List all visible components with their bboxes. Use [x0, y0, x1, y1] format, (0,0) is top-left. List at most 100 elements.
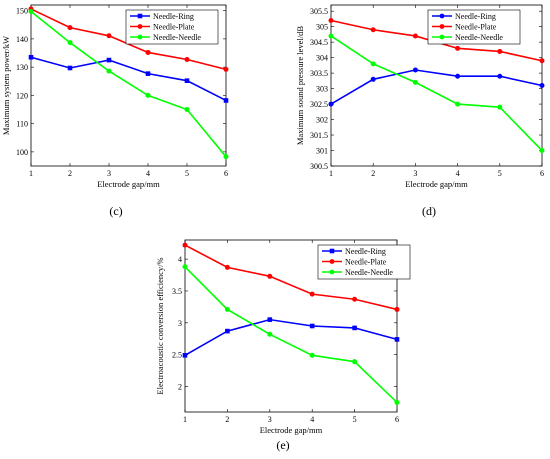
- data-point: [182, 242, 188, 248]
- x-tick-label: 6: [540, 169, 544, 178]
- x-axis-label: Electrode gap/mm: [260, 425, 323, 435]
- data-point: [370, 76, 376, 82]
- data-point: [455, 73, 461, 79]
- y-tick-label: 301.5: [310, 131, 328, 140]
- legend-label: Needle-Ring: [153, 12, 194, 21]
- data-point: [224, 264, 230, 270]
- y-axis-label: Maximum system power/kW: [1, 36, 11, 135]
- y-tick-label: 150: [16, 7, 28, 16]
- series-needle-plate: [182, 242, 400, 312]
- data-point: [412, 79, 418, 85]
- x-tick-label: 3: [107, 169, 111, 178]
- data-point: [145, 92, 151, 98]
- x-tick-label: 2: [68, 169, 72, 178]
- legend-marker: [439, 34, 445, 40]
- plot-frame: [30, 4, 227, 167]
- y-tick-label: 3: [178, 319, 182, 328]
- data-point: [106, 57, 112, 63]
- data-point: [412, 67, 418, 73]
- legend-label: Needle-Needle: [153, 33, 201, 42]
- data-point: [412, 33, 418, 39]
- data-point: [539, 58, 545, 64]
- data-point: [182, 264, 188, 270]
- y-tick-label: 300.5: [310, 162, 328, 171]
- data-point: [370, 27, 376, 33]
- data-point: [225, 328, 230, 334]
- data-point: [184, 57, 190, 63]
- legend-label: Needle-Ring: [455, 12, 496, 21]
- y-tick-label: 100: [16, 148, 28, 157]
- data-point: [352, 359, 358, 365]
- data-point: [106, 33, 112, 39]
- data-point: [497, 48, 503, 54]
- x-tick-label: 3: [268, 415, 272, 424]
- data-point: [394, 337, 400, 342]
- series-needle-ring: [328, 67, 545, 107]
- series-line: [330, 69, 543, 105]
- legend-label: Needle-Plate: [455, 23, 497, 32]
- y-tick-label: 305.5: [310, 7, 328, 16]
- data-point: [497, 73, 503, 79]
- x-tick-label: 6: [224, 169, 228, 178]
- data-point: [455, 101, 461, 107]
- data-point: [352, 296, 358, 302]
- x-axis-label: Electrode gap/mm: [97, 179, 160, 189]
- data-point: [224, 306, 230, 312]
- x-tick-label: 2: [225, 415, 229, 424]
- data-point: [309, 352, 315, 358]
- x-tick-label: 4: [310, 415, 314, 424]
- data-point: [106, 68, 112, 74]
- data-point: [267, 273, 273, 279]
- panel-caption: (c): [109, 204, 122, 218]
- x-axis-label: Electrode gap/mm: [405, 179, 468, 189]
- y-tick-label: 304.5: [310, 38, 328, 47]
- data-point: [184, 107, 190, 113]
- data-point: [28, 8, 34, 14]
- series-needle-ring: [182, 317, 400, 358]
- data-point: [184, 78, 190, 83]
- series-line: [184, 266, 398, 404]
- y-tick-label: 3.5: [172, 287, 182, 296]
- y-tick-label: 120: [16, 91, 28, 100]
- x-tick-label: 1: [29, 169, 33, 178]
- data-point: [309, 291, 315, 297]
- x-tick-label: 5: [185, 169, 189, 178]
- data-point: [370, 61, 376, 67]
- data-point: [145, 49, 151, 55]
- data-point: [67, 25, 73, 31]
- legend-label: Needle-Needle: [455, 33, 503, 42]
- y-tick-label: 302: [316, 116, 328, 125]
- x-tick-label: 1: [183, 415, 187, 424]
- x-tick-label: 5: [498, 169, 502, 178]
- data-point: [394, 399, 400, 405]
- data-point: [267, 317, 273, 322]
- y-tick-label: 302.5: [310, 100, 328, 109]
- plot-frame: [184, 239, 398, 413]
- legend-label: Needle-Plate: [153, 23, 195, 32]
- y-axis-label: Maximum sound pressure level/dB: [295, 26, 305, 146]
- series-line: [184, 318, 398, 356]
- legend-marker: [329, 269, 335, 275]
- data-point: [67, 40, 73, 46]
- legend-label: Needle-Plate: [345, 258, 387, 267]
- series-needle-needle: [182, 264, 400, 405]
- data-point: [497, 104, 503, 110]
- y-axis-label: Electroacoustic conversion efficiency/%: [155, 257, 165, 394]
- y-tick-label: 301: [316, 147, 328, 156]
- legend-marker: [329, 259, 335, 264]
- legend-marker: [137, 13, 143, 19]
- legend-label: Needle-Needle: [345, 268, 393, 277]
- y-tick-label: 303.5: [310, 69, 328, 78]
- panel-caption: (d): [422, 204, 436, 218]
- x-tick-label: 1: [329, 169, 333, 178]
- legend-marker: [329, 248, 335, 254]
- y-tick-label: 130: [16, 63, 28, 72]
- legend-marker: [439, 13, 445, 19]
- data-point: [539, 148, 545, 154]
- x-tick-label: 5: [353, 415, 357, 424]
- chart-panel-2: 1 2 3 4 5 6 300.5 301 301.5 302 302.5 303 303.5 304 30…: [295, 4, 545, 218]
- data-point: [309, 323, 315, 329]
